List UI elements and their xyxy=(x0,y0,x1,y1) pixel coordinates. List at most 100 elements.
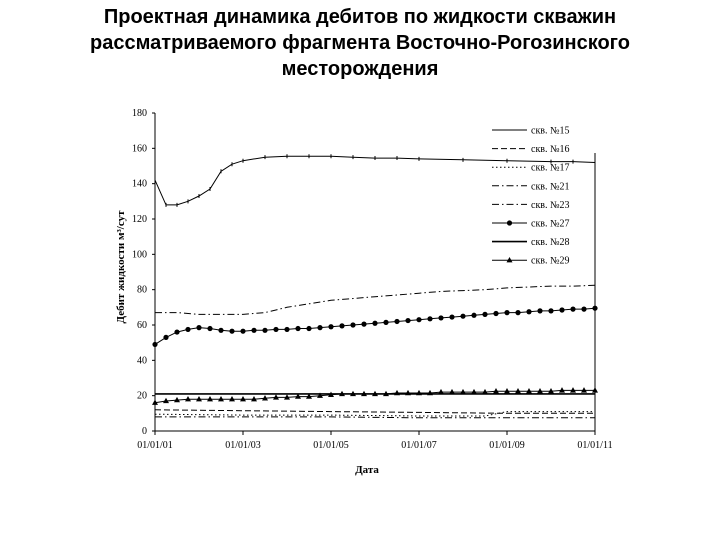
data-point xyxy=(515,310,521,316)
data-point xyxy=(372,320,378,326)
data-point xyxy=(537,308,543,314)
data-point xyxy=(251,327,257,333)
series-line xyxy=(154,411,595,417)
data-point xyxy=(218,396,224,402)
plot-frame xyxy=(154,113,596,432)
legend-label: скв. №27 xyxy=(531,219,570,230)
legend-label: скв. №21 xyxy=(531,181,570,192)
data-point xyxy=(416,317,422,323)
series-line xyxy=(154,409,595,414)
legend-label: скв. №29 xyxy=(531,256,570,267)
data-point xyxy=(416,389,422,396)
data-point xyxy=(493,388,499,394)
data-point xyxy=(350,390,356,397)
data-point xyxy=(460,388,466,395)
data-point xyxy=(515,388,521,394)
legend-marker xyxy=(506,257,513,263)
legend-item: скв. №27 xyxy=(492,219,570,230)
data-point xyxy=(493,310,499,317)
data-point xyxy=(427,316,433,322)
data-point xyxy=(251,396,257,402)
series-2 xyxy=(154,409,595,414)
legend-label: скв. №23 xyxy=(531,200,570,211)
y-tick-label: 40 xyxy=(137,355,147,366)
data-point xyxy=(262,395,268,401)
data-point xyxy=(438,388,444,395)
data-point xyxy=(405,389,411,396)
series-3 xyxy=(154,411,595,417)
y-tick-label: 100 xyxy=(132,249,147,260)
legend-item: скв. №23 xyxy=(492,200,570,211)
legend-item: скв. №15 xyxy=(492,126,570,137)
series-5 xyxy=(155,284,596,315)
data-point xyxy=(570,387,576,393)
data-point xyxy=(163,397,169,404)
x-tick-label: 01/01/01 xyxy=(137,440,173,451)
data-point xyxy=(339,323,345,329)
y-tick-label: 80 xyxy=(137,285,147,296)
series-layer xyxy=(152,154,598,419)
data-point xyxy=(383,319,389,325)
y-tick-label: 0 xyxy=(142,426,147,437)
data-point xyxy=(504,388,510,394)
legend-item: скв. №21 xyxy=(492,181,570,192)
x-tick-label: 01/01/05 xyxy=(313,440,349,451)
series-4 xyxy=(155,416,595,419)
legend-item: скв. №28 xyxy=(492,237,570,248)
legend-label: скв. №16 xyxy=(531,144,570,155)
data-point xyxy=(449,388,455,395)
data-point xyxy=(284,394,290,400)
data-point xyxy=(405,317,411,324)
data-point xyxy=(185,396,191,402)
legend-item: скв. №29 xyxy=(492,256,570,267)
data-point xyxy=(394,389,400,396)
legend-marker xyxy=(506,220,513,226)
x-axis-label: Дата xyxy=(355,464,379,476)
series-line xyxy=(154,155,596,206)
series-8 xyxy=(152,387,598,405)
data-point xyxy=(449,314,455,320)
data-point xyxy=(328,391,334,397)
data-point xyxy=(570,306,576,312)
data-point xyxy=(504,310,510,316)
data-point xyxy=(526,309,532,315)
data-point xyxy=(471,388,477,395)
x-tick-label: 01/01/11 xyxy=(577,440,612,451)
data-point xyxy=(207,325,213,332)
legend-label: скв. №17 xyxy=(531,163,570,174)
data-point xyxy=(460,313,466,319)
y-tick-label: 140 xyxy=(132,179,147,190)
data-point xyxy=(559,307,565,313)
series-1 xyxy=(154,154,596,207)
data-point xyxy=(537,388,543,394)
data-point xyxy=(174,396,180,403)
y-axis-ticks: 0 20 40 60 80 100 120 140 160 180 xyxy=(132,108,155,437)
data-point xyxy=(196,325,202,331)
y-tick-label: 180 xyxy=(132,108,147,119)
slide-title-line-1: Проектная динамика дебитов по жидкости с… xyxy=(103,6,617,28)
data-point xyxy=(372,390,378,397)
data-point xyxy=(350,322,356,328)
data-point xyxy=(295,325,301,332)
data-point xyxy=(306,393,312,399)
data-point xyxy=(328,324,334,330)
y-tick-label: 160 xyxy=(132,143,147,154)
data-point xyxy=(559,387,565,393)
x-tick-label: 01/01/07 xyxy=(401,440,437,451)
data-point xyxy=(548,388,554,394)
data-point xyxy=(152,341,158,348)
data-point xyxy=(262,327,268,333)
data-point xyxy=(394,318,400,325)
data-point xyxy=(482,388,488,395)
data-point xyxy=(383,390,389,397)
data-point xyxy=(229,328,235,334)
slide-title: Проектная динамика дебитов по жидкости с… xyxy=(0,4,720,82)
data-point xyxy=(526,388,532,394)
slide-title-line-3: месторождения xyxy=(281,58,439,80)
data-point xyxy=(196,396,202,402)
data-point xyxy=(427,389,433,396)
data-point xyxy=(592,305,598,311)
slide-title-line-2: рассматриваемого фрагмента Восточно-Рого… xyxy=(90,32,630,54)
y-tick-label: 60 xyxy=(137,320,147,331)
